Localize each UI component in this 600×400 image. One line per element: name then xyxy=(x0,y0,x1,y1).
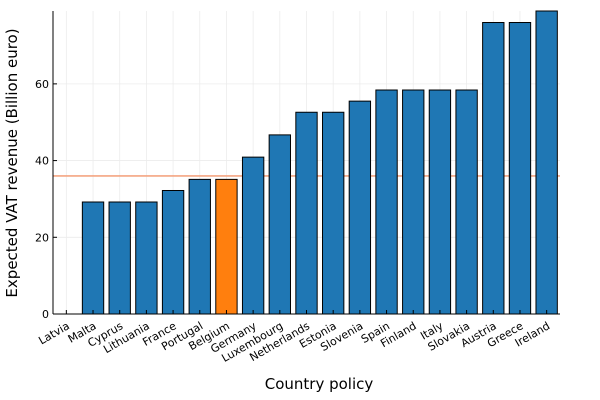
bar-lithuania xyxy=(135,201,158,315)
bar-greece xyxy=(508,22,532,315)
bar-finland xyxy=(402,89,425,315)
bar-luxembourg xyxy=(268,134,291,315)
bars xyxy=(55,10,558,315)
bar-estonia xyxy=(322,111,345,315)
x-axis-title: Country policy xyxy=(265,375,374,393)
bar-germany xyxy=(241,156,265,315)
y-axis-title: Expected VAT revenue (Billion euro) xyxy=(3,28,21,297)
y-tick-label: 40 xyxy=(35,155,49,168)
bar-cyprus xyxy=(108,201,131,315)
bar-austria xyxy=(482,22,505,315)
bar-malta xyxy=(81,201,105,315)
bar-belgium xyxy=(215,178,238,315)
bar-ireland xyxy=(535,10,558,315)
y-tick-label: 20 xyxy=(35,231,49,244)
x-tick-labels: LatviaMaltaCyprusLithuaniaFrancePortugal… xyxy=(36,319,552,365)
bar-slovakia xyxy=(455,89,478,315)
y-tick-labels: 0 20 40 60 xyxy=(35,78,49,321)
bar-spain xyxy=(375,89,398,315)
axes xyxy=(52,11,560,315)
bar-netherlands xyxy=(295,111,318,315)
bar-slovenia xyxy=(348,100,372,315)
y-tick-label: 60 xyxy=(35,78,49,91)
bar-france xyxy=(161,189,185,315)
bar-italy xyxy=(428,89,452,315)
y-tick-label: 0 xyxy=(42,308,49,321)
bar-portugal xyxy=(188,178,211,315)
